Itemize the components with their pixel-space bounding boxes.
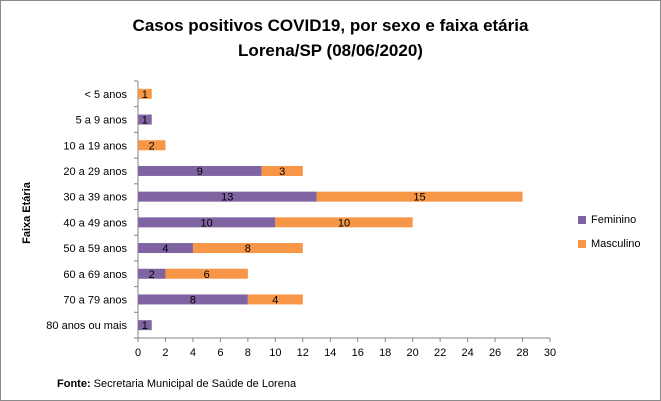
bar-masculino (138, 88, 152, 99)
bar-masculino (261, 165, 303, 176)
bar-masculino (275, 217, 413, 228)
data-label: 8 (245, 243, 251, 255)
y-tick-label: 60 a 69 anos (63, 269, 127, 281)
data-label: 1 (142, 320, 148, 332)
data-label: 2 (149, 140, 155, 152)
data-label: 10 (338, 217, 350, 229)
source-note: Fonte: Secretaria Municipal de Saúde de … (57, 378, 296, 390)
y-axis-label: Faixa Etária (21, 182, 33, 244)
x-tick-label: 12 (297, 347, 309, 359)
y-tick-label: 10 a 19 anos (63, 140, 127, 152)
x-tick-label: 26 (489, 347, 501, 359)
x-tick-label: 24 (461, 347, 473, 359)
x-tick-label: 28 (516, 347, 528, 359)
x-tick-label: 6 (217, 347, 223, 359)
y-tick-label: 80 anos ou mais (46, 320, 127, 332)
x-tick-label: 2 (162, 347, 168, 359)
bar-feminino (138, 243, 193, 254)
x-tick-label: 20 (407, 347, 419, 359)
data-label: 10 (201, 217, 213, 229)
y-tick-label: 70 a 79 anos (63, 294, 127, 306)
source-label: Fonte: (57, 378, 91, 390)
bar-feminino (138, 165, 262, 176)
bar-masculino (192, 243, 303, 254)
chart-subtitle: Lorena/SP (08/06/2020) (238, 41, 423, 60)
legend-item-masculino: Masculino (578, 237, 641, 251)
data-label: 6 (204, 269, 210, 281)
data-label: 3 (279, 166, 285, 178)
bar-feminino (138, 320, 152, 331)
bar-masculino (316, 191, 523, 202)
y-tick-label: < 5 anos (84, 89, 127, 101)
data-label: 4 (272, 294, 278, 306)
bar-feminino (138, 217, 276, 228)
x-tick-label: 22 (434, 347, 446, 359)
data-label: 9 (197, 166, 203, 178)
bar-masculino (138, 140, 166, 151)
x-tick-label: 14 (324, 347, 336, 359)
x-tick-label: 8 (245, 347, 251, 359)
x-tick-label: 30 (544, 347, 556, 359)
data-label: 4 (162, 243, 168, 255)
x-tick-label: 16 (352, 347, 364, 359)
source-text: Secretaria Municipal de Saúde de Lorena (90, 378, 297, 390)
data-label: 2 (149, 269, 155, 281)
legend-label-masculino: Masculino (591, 238, 641, 250)
data-label: 1 (142, 89, 148, 101)
data-label: 13 (221, 192, 233, 204)
bar-feminino (138, 294, 248, 305)
bar-masculino (165, 268, 248, 279)
x-tick-label: 10 (269, 347, 281, 359)
x-tick-label: 0 (135, 347, 141, 359)
legend-item-feminino: Feminino (578, 213, 636, 227)
y-tick-label: 40 a 49 anos (63, 217, 127, 229)
legend-swatch-masculino (578, 240, 586, 248)
data-label: 8 (190, 294, 196, 306)
bar-masculino (247, 294, 303, 305)
legend-label-feminino: Feminino (591, 214, 637, 226)
data-label: 1 (142, 115, 148, 127)
x-tick-label: 18 (379, 347, 391, 359)
y-tick-label: 50 a 59 anos (63, 243, 127, 255)
bar-feminino (138, 114, 152, 125)
data-label: 15 (413, 192, 425, 204)
y-tick-label: 5 a 9 anos (76, 115, 128, 127)
x-tick-label: 4 (190, 347, 196, 359)
bar-feminino (138, 191, 317, 202)
chart-title: Casos positivos COVID19, por sexo e faix… (132, 16, 529, 35)
legend-swatch-feminino (578, 216, 586, 224)
bar-feminino (138, 268, 166, 279)
y-tick-label: 20 a 29 anos (63, 166, 127, 178)
y-tick-label: 30 a 39 anos (63, 192, 127, 204)
